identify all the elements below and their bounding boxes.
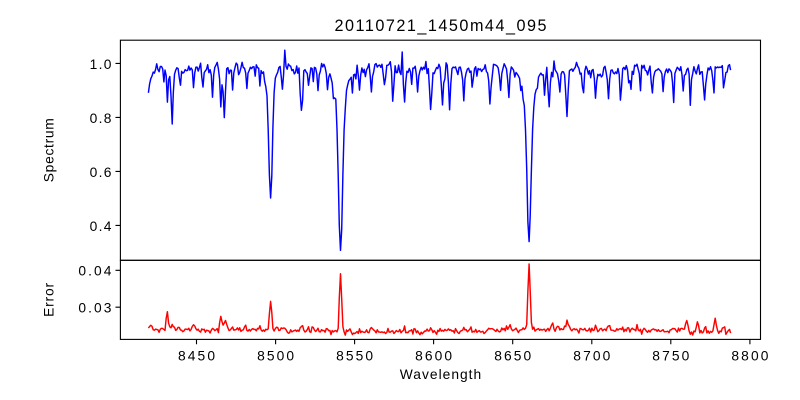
svg-text:0.6: 0.6 — [90, 165, 112, 180]
svg-text:8550: 8550 — [336, 349, 373, 364]
svg-text:1.0: 1.0 — [90, 57, 112, 72]
svg-text:8600: 8600 — [415, 349, 452, 364]
svg-text:Error: Error — [41, 283, 56, 317]
svg-text:8450: 8450 — [178, 349, 215, 364]
svg-text:0.04: 0.04 — [78, 264, 111, 279]
svg-text:20110721_1450m44_095: 20110721_1450m44_095 — [335, 17, 547, 35]
svg-text:Wavelength: Wavelength — [400, 367, 481, 382]
svg-text:0.8: 0.8 — [90, 111, 112, 126]
svg-text:Spectrum: Spectrum — [41, 118, 56, 182]
svg-text:8800: 8800 — [731, 349, 768, 364]
svg-text:8700: 8700 — [573, 349, 610, 364]
svg-text:8650: 8650 — [494, 349, 531, 364]
svg-text:0.4: 0.4 — [90, 219, 112, 234]
svg-text:8500: 8500 — [257, 349, 294, 364]
svg-text:0.03: 0.03 — [78, 301, 111, 316]
svg-text:8750: 8750 — [652, 349, 689, 364]
